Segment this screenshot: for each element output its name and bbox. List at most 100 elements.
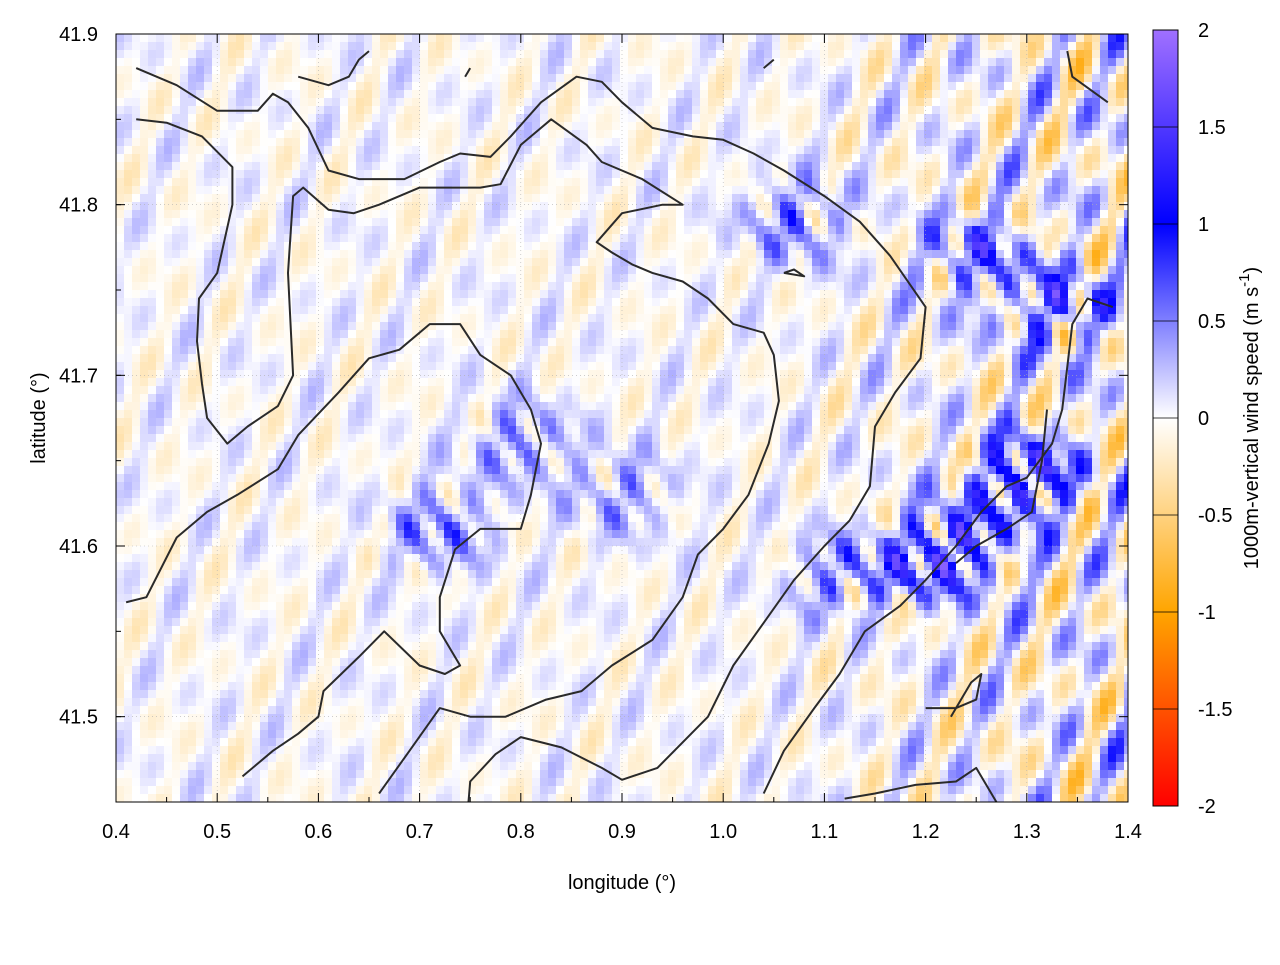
field-cell-3924: [1028, 274, 1036, 282]
field-cell-4296: [956, 298, 964, 306]
field-cell-4052: [1036, 282, 1044, 290]
field-cell-3275: [916, 234, 924, 242]
field-cell-4524: [748, 314, 756, 322]
field-cell-2848: [548, 210, 556, 218]
field-cell-4557: [1012, 314, 1020, 322]
field-cell-2107: [716, 162, 724, 170]
field-cell-1615: [844, 130, 852, 138]
field-cell-3218: [460, 234, 468, 242]
field-cell-2612: [692, 194, 700, 202]
field-cell-2287: [124, 178, 132, 186]
field-cell-4247: [564, 298, 572, 306]
field-cell-2631: [844, 194, 852, 202]
field-cell-3547: [1060, 250, 1068, 258]
field-cell-1505: [980, 122, 988, 130]
field-cell-2295: [188, 178, 196, 186]
field-cell-2617: [732, 194, 740, 202]
field-cell-1132: [1044, 98, 1052, 106]
field-cell-4164: [916, 290, 924, 298]
field-cell-4095: [364, 290, 372, 298]
field-cell-2441: [340, 186, 348, 194]
field-cell-2974: [540, 218, 548, 226]
field-cell-179: [532, 42, 540, 50]
field-cell-631: [1100, 66, 1108, 74]
field-cell-1165: [292, 106, 300, 114]
field-cell-4430: [1012, 306, 1020, 314]
field-cell-507: [1124, 58, 1128, 66]
field-cell-4523: [740, 314, 748, 322]
field-cell-2254: [876, 170, 884, 178]
field-cell-1195: [532, 106, 540, 114]
field-cell-753: [1060, 74, 1068, 82]
field-cell-1451: [548, 122, 556, 130]
field-cell-2629: [828, 194, 836, 202]
field-cell-132: [156, 42, 164, 50]
field-cell-2268: [988, 170, 996, 178]
field-cell-1616: [852, 130, 860, 138]
field-cell-1291: [284, 114, 292, 122]
field-cell-4444: [1124, 306, 1128, 314]
field-cell-1826: [500, 146, 508, 154]
field-cell-1071: [556, 98, 564, 106]
field-cell-3285: [996, 234, 1004, 242]
field-cell-1318: [500, 114, 508, 122]
field-cell-792: [356, 82, 364, 90]
field-cell-516: [180, 66, 188, 74]
field-cell-2082: [516, 162, 524, 170]
field-cell-121: [1084, 34, 1092, 42]
field-cell-3624: [660, 258, 668, 266]
field-cell-3599: [460, 258, 468, 266]
field-cell-2692: [316, 202, 324, 210]
field-cell-48: [500, 34, 508, 42]
field-cell-1541: [252, 130, 260, 138]
field-cell-772: [196, 82, 204, 90]
field-cell-2338: [532, 178, 540, 186]
field-cell-3286: [1004, 234, 1012, 242]
field-cell-3105: [572, 226, 580, 234]
field-cell-4367: [508, 306, 516, 314]
field-cell-3240: [636, 234, 644, 242]
field-cell-2980: [588, 218, 596, 226]
field-cell-235: [980, 42, 988, 50]
field-cell-2544: [148, 194, 156, 202]
field-cell-2551: [204, 194, 212, 202]
field-cell-4151: [812, 290, 820, 298]
field-cell-2169: [196, 170, 204, 178]
field-cell-743: [980, 74, 988, 82]
field-cell-1271: [124, 114, 132, 122]
field-cell-1499: [932, 122, 940, 130]
field-cell-1076: [596, 98, 604, 106]
field-cell-4303: [1012, 298, 1020, 306]
field-cell-4509: [628, 314, 636, 322]
field-cell-3709: [324, 266, 332, 274]
field-cell-3927: [1052, 274, 1060, 282]
field-cell-4884: [580, 338, 588, 346]
field-cell-4271: [756, 298, 764, 306]
field-cell-929: [436, 90, 444, 98]
field-cell-1082: [644, 98, 652, 106]
field-cell-2333: [492, 178, 500, 186]
field-cell-2802: [180, 210, 188, 218]
field-cell-1884: [964, 146, 972, 154]
field-cell-3217: [452, 234, 460, 242]
field-cell-4973: [276, 346, 284, 354]
field-cell-3977: [436, 282, 444, 290]
field-cell-3269: [868, 234, 876, 242]
field-cell-4608: [404, 322, 412, 330]
field-cell-2851: [572, 210, 580, 218]
field-cell-907: [260, 90, 268, 98]
field-cell-1764: [1020, 138, 1028, 146]
field-cell-261: [172, 50, 180, 58]
field-cell-1202: [588, 106, 596, 114]
field-cell-3717: [388, 266, 396, 274]
field-cell-4408: [836, 306, 844, 314]
field-cell-4149: [796, 290, 804, 298]
field-cell-817: [556, 82, 564, 90]
field-cell-850: [820, 82, 828, 90]
field-cell-1858: [756, 146, 764, 154]
field-cell-408: [332, 58, 340, 66]
field-cell-3738: [556, 266, 564, 274]
field-cell-2045: [220, 162, 228, 170]
field-cell-3321: [268, 242, 276, 250]
field-cell-4455: [196, 314, 204, 322]
